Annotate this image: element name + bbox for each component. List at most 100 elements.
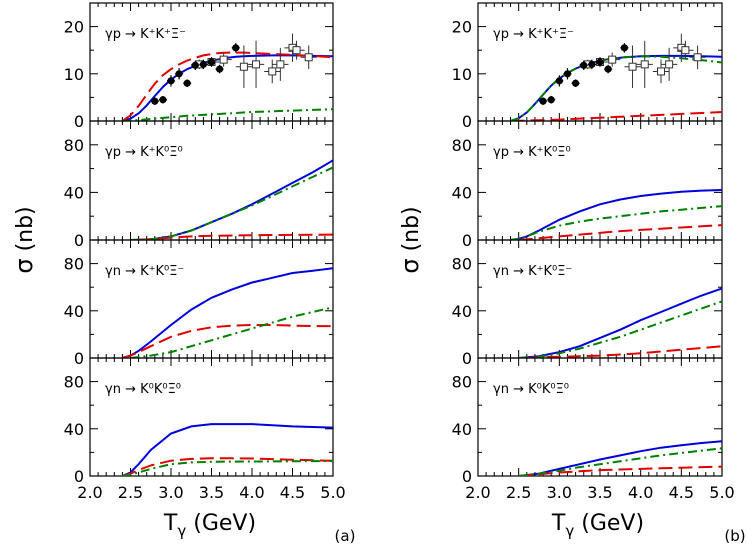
y-tick-label: 40 bbox=[64, 183, 84, 202]
reaction-label: γn → K⁺K⁰Ξ⁻ bbox=[493, 264, 572, 279]
data-point-filled bbox=[555, 77, 563, 85]
series-line-dashdot bbox=[510, 205, 722, 240]
subplot-1: 0 10 20 γp → K⁺K⁺Ξ⁻ bbox=[64, 2, 334, 131]
subplot-3: 0 40 80 γn → K⁺K⁰Ξ⁻ bbox=[452, 239, 723, 368]
subplot-4: 0 40 80 γn → K⁰K⁰Ξ⁰ bbox=[64, 357, 334, 486]
x-tick-label: 2.5 bbox=[506, 483, 531, 502]
data-point-filled bbox=[563, 70, 572, 78]
x-axis-title: Tγ (GeV) bbox=[551, 511, 644, 540]
data-point-open bbox=[640, 60, 649, 69]
data-point-filled bbox=[159, 96, 167, 104]
y-tick-label: 0 bbox=[74, 467, 84, 486]
series-line-solid bbox=[122, 267, 333, 358]
data-point-filled bbox=[216, 65, 224, 73]
subplot-2: 0 40 80 γp → K⁺K⁰Ξ⁰ bbox=[64, 120, 334, 250]
data-point-open bbox=[304, 53, 313, 62]
reaction-label: γp → K⁺K⁰Ξ⁰ bbox=[493, 145, 571, 160]
panel-label: (b) bbox=[724, 527, 745, 545]
data-point-open bbox=[239, 62, 248, 71]
reaction-label: γp → K⁺K⁺Ξ⁻ bbox=[493, 27, 574, 42]
x-tick-label: 5.0 bbox=[709, 483, 734, 502]
series-line-dashed bbox=[518, 224, 722, 240]
y-tick-label: 0 bbox=[74, 349, 84, 368]
chart-a: 0 10 20 γp → K⁺K⁺Ξ⁻ 0 40 80 γp → K⁺K⁰Ξ⁰ 0 40 80 γn … bbox=[10, 2, 355, 545]
data-point-filled bbox=[191, 61, 199, 69]
plot-frame bbox=[477, 357, 723, 477]
y-tick-label: 0 bbox=[462, 112, 472, 131]
data-point-open bbox=[628, 62, 637, 71]
data-point-filled bbox=[547, 96, 555, 104]
series-line-dashed bbox=[526, 345, 722, 358]
curves bbox=[122, 423, 333, 476]
data-point-open bbox=[268, 67, 277, 76]
curves bbox=[122, 267, 333, 358]
subplot-3: 0 40 80 γn → K⁺K⁰Ξ⁻ bbox=[64, 239, 334, 368]
series-line-solid bbox=[510, 54, 722, 121]
x-tick-label: 2.0 bbox=[465, 483, 490, 502]
data-point-filled bbox=[151, 97, 159, 105]
reaction-label: γp → K⁺K⁰Ξ⁰ bbox=[105, 145, 183, 160]
subplot-2: 0 40 80 γp → K⁺K⁰Ξ⁰ bbox=[452, 120, 723, 250]
series-line-dashed bbox=[122, 457, 333, 476]
x-tick-label: 4.0 bbox=[628, 483, 653, 502]
series-line-dashed bbox=[121, 51, 333, 121]
y-tick-label: 40 bbox=[452, 183, 472, 202]
series-line-dashdot bbox=[122, 108, 333, 121]
series-line-dashed bbox=[138, 233, 333, 240]
series-line-dashdot bbox=[518, 300, 722, 358]
x-tick-label: 4.5 bbox=[280, 483, 305, 502]
data-point-filled bbox=[580, 61, 588, 69]
series-line-solid bbox=[510, 189, 722, 240]
y-tick-label: 80 bbox=[452, 373, 472, 392]
x-tick-label: 4.0 bbox=[239, 483, 264, 502]
y-tick-label: 40 bbox=[452, 420, 472, 439]
data-point-filled bbox=[199, 60, 207, 68]
data-point-filled bbox=[604, 65, 612, 73]
y-tick-label: 40 bbox=[64, 420, 84, 439]
reaction-label: γn → K⁰K⁰Ξ⁰ bbox=[105, 382, 181, 397]
data-point-open bbox=[657, 67, 665, 76]
data-point-filled bbox=[183, 79, 191, 87]
x-tick-label: 3.5 bbox=[587, 483, 612, 502]
curves bbox=[130, 159, 333, 240]
x-tick-label: 4.5 bbox=[669, 483, 694, 502]
y-tick-label: 0 bbox=[462, 349, 472, 368]
y-tick-label: 80 bbox=[452, 136, 472, 155]
series-line-solid bbox=[518, 287, 722, 358]
data-point-open bbox=[693, 53, 702, 62]
curves bbox=[510, 54, 722, 121]
y-tick-label: 20 bbox=[64, 18, 84, 37]
plot-frame bbox=[477, 120, 723, 241]
y-tick-label: 0 bbox=[74, 112, 84, 131]
series-line-dashdot bbox=[518, 447, 722, 476]
chart-b: 0 10 20 γp → K⁺K⁺Ξ⁻ 0 40 80 γp → K⁺K⁰Ξ⁰ 0 40 80 γn … bbox=[396, 2, 746, 545]
x-tick-label: 2.5 bbox=[118, 483, 143, 502]
data-point-filled bbox=[596, 58, 604, 66]
series-line-solid bbox=[518, 440, 722, 476]
subplot-4: 0 40 80 γn → K⁰K⁰Ξ⁰ bbox=[452, 357, 723, 486]
data-point-filled bbox=[588, 60, 596, 68]
subplot-1: 0 10 20 γp → K⁺K⁺Ξ⁻ bbox=[452, 2, 723, 131]
data-point-filled bbox=[167, 77, 175, 85]
y-tick-label: 40 bbox=[452, 302, 472, 321]
reaction-label: γp → K⁺K⁺Ξ⁻ bbox=[105, 27, 186, 42]
x-tick-label: 5.0 bbox=[320, 483, 345, 502]
x-axis-title: Tγ (GeV) bbox=[163, 511, 256, 540]
y-tick-label: 0 bbox=[462, 231, 472, 250]
y-tick-label: 80 bbox=[64, 136, 84, 155]
curves bbox=[518, 440, 722, 476]
curves bbox=[518, 287, 722, 358]
curves bbox=[510, 189, 722, 240]
data-point-filled bbox=[232, 44, 240, 52]
y-tick-label: 20 bbox=[452, 18, 472, 37]
data-point-filled bbox=[175, 70, 183, 78]
series-line-dashed bbox=[122, 324, 333, 358]
y-tick-label: 80 bbox=[452, 255, 472, 274]
data-point-open bbox=[252, 60, 261, 69]
reaction-label: γn → K⁺K⁰Ξ⁻ bbox=[105, 264, 184, 279]
data-point-filled bbox=[539, 97, 547, 105]
data-point-filled bbox=[620, 44, 629, 52]
series-line-dashdot bbox=[122, 460, 333, 476]
series-line-solid bbox=[122, 423, 333, 476]
y-tick-label: 40 bbox=[64, 302, 84, 321]
